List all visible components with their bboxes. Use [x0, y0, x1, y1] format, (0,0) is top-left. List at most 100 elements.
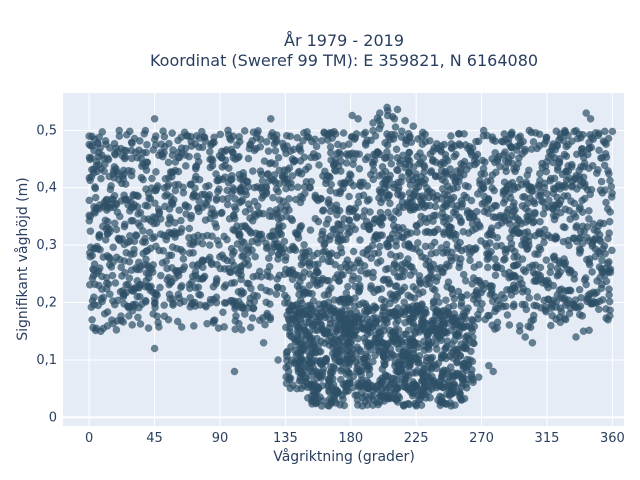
data-point — [98, 128, 107, 136]
data-point — [294, 333, 302, 342]
data-point — [248, 314, 257, 322]
data-point — [598, 295, 607, 304]
data-point — [131, 300, 140, 309]
data-point — [430, 316, 438, 325]
data-point — [480, 198, 489, 207]
data-point — [102, 225, 111, 233]
data-point — [142, 185, 150, 193]
data-point — [280, 237, 289, 246]
data-point — [230, 186, 238, 194]
data-point — [213, 236, 222, 245]
data-point — [504, 139, 513, 148]
data-point — [201, 137, 210, 146]
data-point — [305, 318, 314, 327]
data-point — [203, 231, 212, 240]
data-point — [418, 200, 427, 209]
data-point — [148, 234, 157, 243]
data-point — [375, 348, 384, 356]
data-point — [205, 253, 214, 262]
data-point — [585, 206, 593, 215]
data-point — [522, 305, 531, 314]
data-point — [252, 235, 261, 244]
data-point — [401, 116, 409, 125]
data-point — [168, 129, 177, 137]
data-point — [177, 216, 185, 225]
data-point — [226, 134, 234, 143]
data-point — [485, 311, 494, 320]
data-point — [381, 176, 389, 185]
data-point — [120, 222, 129, 231]
data-point — [459, 270, 468, 279]
data-point — [325, 276, 333, 285]
data-point — [576, 302, 585, 310]
data-point — [324, 196, 333, 204]
data-point — [326, 232, 335, 240]
data-point — [355, 300, 364, 309]
data-point — [220, 232, 228, 241]
data-point — [260, 157, 269, 165]
data-point — [351, 294, 359, 302]
data-point — [310, 341, 319, 350]
data-point — [317, 235, 325, 244]
data-point — [140, 215, 148, 223]
data-point — [463, 209, 472, 218]
data-point — [397, 177, 405, 186]
data-point — [146, 244, 155, 253]
data-point — [405, 148, 414, 157]
data-point — [421, 242, 430, 251]
data-point — [238, 252, 246, 261]
data-point — [203, 319, 211, 328]
data-point — [440, 306, 449, 315]
data-point — [394, 223, 402, 232]
data-point — [584, 237, 593, 245]
data-point — [553, 166, 562, 174]
data-point — [412, 285, 420, 294]
data-point — [604, 234, 612, 243]
data-point — [139, 149, 147, 157]
data-point — [287, 214, 296, 223]
data-point — [489, 367, 498, 376]
data-point — [187, 142, 196, 150]
data-point — [560, 126, 569, 135]
data-point — [284, 179, 292, 187]
data-point — [373, 398, 381, 407]
data-point — [300, 268, 309, 276]
data-point — [605, 217, 614, 226]
x-tick-label: 45 — [146, 431, 163, 446]
data-point — [262, 189, 271, 198]
data-point — [404, 255, 412, 263]
data-point — [387, 159, 396, 168]
data-point — [234, 269, 243, 277]
data-point — [262, 298, 271, 307]
data-point — [441, 344, 450, 352]
data-point — [332, 399, 341, 407]
data-point — [447, 326, 456, 335]
data-point — [209, 318, 218, 327]
data-point — [431, 340, 440, 348]
data-point — [478, 156, 487, 165]
data-point — [531, 250, 539, 258]
data-point — [331, 260, 340, 269]
data-point — [300, 182, 309, 191]
data-point — [86, 176, 94, 185]
data-point — [141, 296, 150, 305]
data-point — [256, 184, 264, 193]
data-point — [220, 323, 229, 331]
data-point — [415, 271, 424, 280]
data-point — [177, 225, 186, 233]
data-point — [257, 283, 265, 292]
data-point — [339, 180, 348, 188]
data-point — [294, 183, 302, 192]
data-point — [371, 132, 380, 140]
data-point — [360, 262, 369, 270]
data-point — [317, 321, 326, 330]
data-point — [332, 201, 341, 210]
data-point — [555, 259, 564, 267]
data-point — [477, 237, 485, 245]
data-point — [91, 193, 100, 202]
data-point — [202, 302, 210, 311]
data-point — [591, 129, 600, 137]
data-point — [342, 263, 351, 272]
data-point — [498, 137, 506, 146]
data-point — [349, 206, 358, 215]
